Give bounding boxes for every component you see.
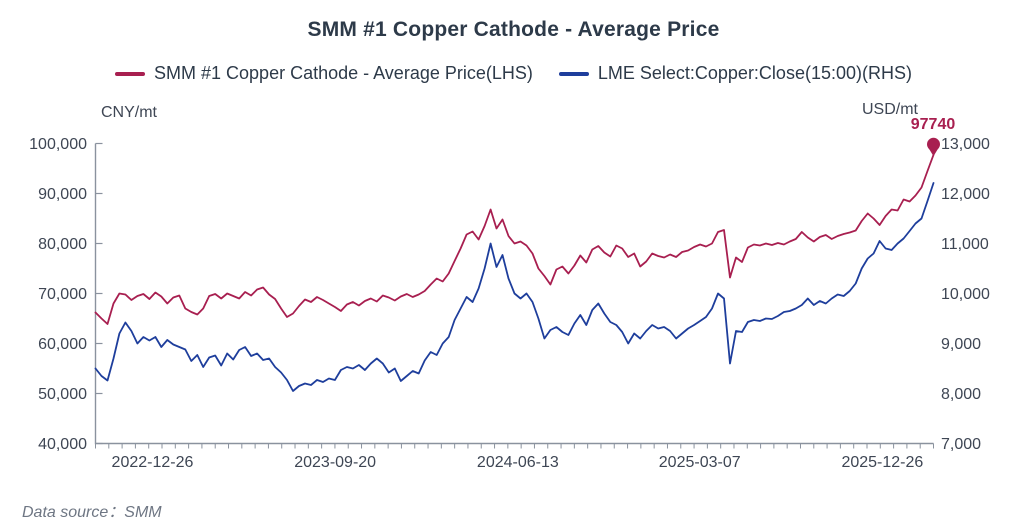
x-axis-tick-label: 2023-09-20 xyxy=(294,454,376,471)
legend-item-lme[interactable]: LME Select:Copper:Close(15:00)(RHS) xyxy=(558,63,912,84)
legend: SMM #1 Copper Cathode - Average Price(LH… xyxy=(0,63,1027,84)
latest-value-pin xyxy=(927,137,940,151)
right-axis-tick-label: 9,000 xyxy=(941,336,981,353)
x-axis-tick-label: 2025-12-26 xyxy=(841,454,923,471)
right-axis-tick-label: 12,000 xyxy=(941,186,990,203)
chart-title: SMM #1 Copper Cathode - Average Price xyxy=(307,18,720,41)
smm-series-swatch xyxy=(115,71,146,76)
right-axis-tick-label: 8,000 xyxy=(941,386,981,403)
latest-price-label: 97740 xyxy=(910,116,956,133)
legend-label-smm: SMM #1 Copper Cathode - Average Price(LH… xyxy=(154,63,533,83)
x-axis-tick-label: 2024-06-13 xyxy=(477,454,559,471)
left-axis-tick-label: 90,000 xyxy=(38,186,87,203)
lme-price-line[interactable] xyxy=(94,182,935,392)
right-axis-tick-label: 11,000 xyxy=(941,236,989,253)
left-axis-tick-label: 60,000 xyxy=(38,336,87,353)
left-axis-tick-label: 80,000 xyxy=(38,236,87,253)
left-axis-tick-label: 70,000 xyxy=(38,286,87,303)
smm-price-line[interactable] xyxy=(94,153,935,325)
right-axis-tick-label: 13,000 xyxy=(941,136,990,153)
left-axis-unit: CNY/mt xyxy=(101,104,157,121)
lme-series-swatch xyxy=(558,71,589,76)
right-axis-tick-label: 7,000 xyxy=(941,436,981,453)
latest-value-pin-tail xyxy=(929,148,938,157)
left-axis-tick-label: 40,000 xyxy=(38,436,87,453)
legend-label-lme: LME Select:Copper:Close(15:00)(RHS) xyxy=(597,63,912,83)
legend-item-smm[interactable]: SMM #1 Copper Cathode - Average Price(LH… xyxy=(115,63,533,84)
data-source: Data source：SMM xyxy=(22,504,162,521)
right-axis-tick-label: 10,000 xyxy=(941,286,990,303)
right-axis-unit: USD/mt xyxy=(862,101,918,118)
x-axis-tick-label: 2025-03-07 xyxy=(659,454,741,471)
left-axis-tick-label: 100,000 xyxy=(29,136,87,153)
x-axis-tick-label: 2022-12-26 xyxy=(112,454,194,471)
left-axis-tick-label: 50,000 xyxy=(38,386,87,403)
